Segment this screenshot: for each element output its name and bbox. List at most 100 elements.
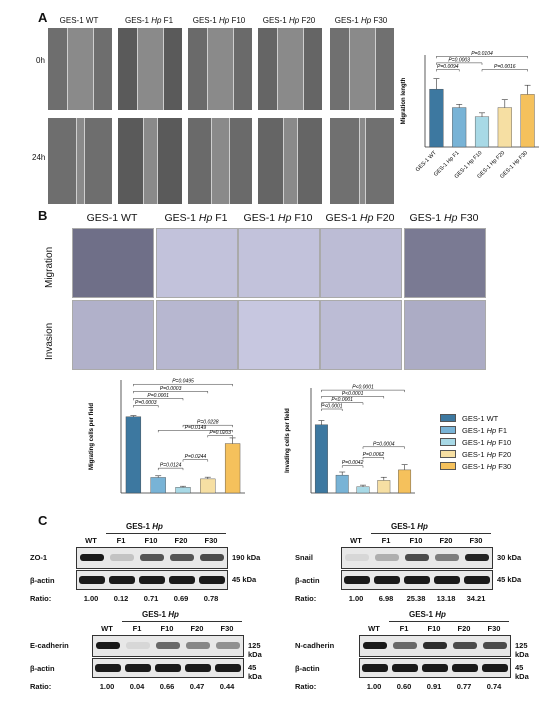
y-axis-label: Invading cells per field [285,408,291,473]
col-header-a-3: GES-1 Hp F20 [262,16,316,25]
significance-bracket [133,391,209,394]
protein-band [393,642,417,649]
scratch-gap [67,28,93,110]
wound-image-1-0 [48,118,112,204]
y-axis-label: Migrating cells per field [89,403,95,470]
wound-image-1-4 [330,118,394,204]
loading-band [109,576,135,584]
scratch-gap [207,28,233,110]
protein-band [405,554,429,561]
loading-band [434,576,460,584]
col-header-a-0: GES-1 WT [59,16,99,25]
transwell-image-0-1 [156,228,238,298]
lane-label: WT [85,536,97,545]
blot-header: GES-1 Hp [142,610,179,619]
bar-4 [520,94,535,148]
loading-band [139,576,165,584]
protein-band [453,642,477,649]
col-header-b-0: GES-1 WT [86,212,138,224]
western-blot-2: GES-1 Hp WT F1 F10 F20 F30 E-cadherin 125 kDa β-… [30,610,270,698]
invading-cells-chart: Invading cells per fieldP<0.0001P<0.0001… [285,385,415,494]
panel-label-b: B [38,208,48,223]
wound-image-0-4 [330,28,394,110]
p-value-label: P=0.0104 [471,51,493,57]
legend-item: GES-1 Hp F30 [440,460,511,472]
kda-label: 125 kDa [515,641,529,659]
lane-label: WT [350,536,362,545]
transwell-image-1-4 [404,300,486,370]
p-value-label: P=0.0003 [448,57,470,63]
bar-3 [377,480,391,494]
significance-bracket [436,56,528,59]
transwell-image-0-2 [238,228,320,298]
protein-band [345,554,369,561]
legend-swatch [440,450,456,458]
scratch-gap [277,28,303,110]
significance-bracket [436,62,483,65]
p-value-label: P=0.0001 [147,393,169,399]
protein-band [363,642,387,649]
edge-line [359,118,360,204]
panel-label-c: C [38,513,48,528]
scratch-gap [283,118,297,204]
ratio-value: 1.00 [99,682,115,691]
ratio-value: 0.04 [129,682,145,691]
p-value-label: P=0.0042 [342,460,364,466]
row-label-24h: 24h [32,153,46,162]
ratio-value: 0.69 [173,594,189,603]
p-value-label: P=0.0003 [135,400,157,406]
loading-band [169,576,195,584]
edge-line [137,28,138,110]
significance-bracket [321,408,343,411]
protein-band [186,642,210,649]
y-axis-label: Migration length [401,77,407,124]
loading-kda-label: 45 kDa [248,663,262,681]
bar-1 [452,107,467,148]
legend-label: GES-1 Hp F1 [462,425,508,435]
bar-1 [335,474,349,494]
ratio-value: 0.12 [113,594,129,603]
loading-band [79,576,105,584]
significance-bracket [133,405,159,408]
significance-bracket [362,446,405,449]
p-value-label: P=0.0124 [160,463,182,469]
loading-band [374,576,400,584]
ratio-value: 1.00 [348,594,364,603]
scratch-gap [137,28,163,110]
header-underline [106,533,226,534]
protein-band-box [359,635,511,657]
loading-band-box [76,570,228,590]
loading-band [482,664,508,672]
western-blot-0: GES-1 Hp WT F1 F10 F20 F30 ZO-1 190 kDa β-actin 4… [30,522,270,610]
loading-band [404,576,430,584]
scratch-gap [349,28,375,110]
edge-line [143,118,144,204]
loading-kda-label: 45 kDa [515,663,529,681]
loading-control-label: β-actin [30,576,55,585]
lane-label: F30 [469,536,483,545]
col-header-a-4: GES-1 Hp F30 [334,16,388,25]
lane-label: F20 [439,536,453,545]
kda-label: 190 kDa [232,553,261,562]
transwell-image-0-0 [72,228,154,298]
protein-band-box [341,547,493,569]
significance-bracket [321,389,405,393]
protein-band [126,642,150,649]
kda-label: 30 kDa [497,553,522,562]
bar-0 [125,416,142,494]
lane-label: F30 [220,624,234,633]
bar-2 [474,116,490,148]
lane-label: F20 [190,624,204,633]
protein-band [423,642,447,649]
chart-legend: GES-1 WT GES-1 Hp F1 GES-1 Hp F10 GES-1 Hp … [440,412,511,472]
bar-0 [314,424,328,494]
wound-image-0-2 [188,28,252,110]
loading-band [185,664,211,672]
p-value-label: P=0.0149 [185,425,207,431]
loading-band [392,664,418,672]
lane-label: F1 [116,536,126,545]
significance-bracket [157,467,184,471]
p-value-label: P=0.0062 [363,452,385,458]
protein-band [96,642,120,649]
loading-band [362,664,388,672]
